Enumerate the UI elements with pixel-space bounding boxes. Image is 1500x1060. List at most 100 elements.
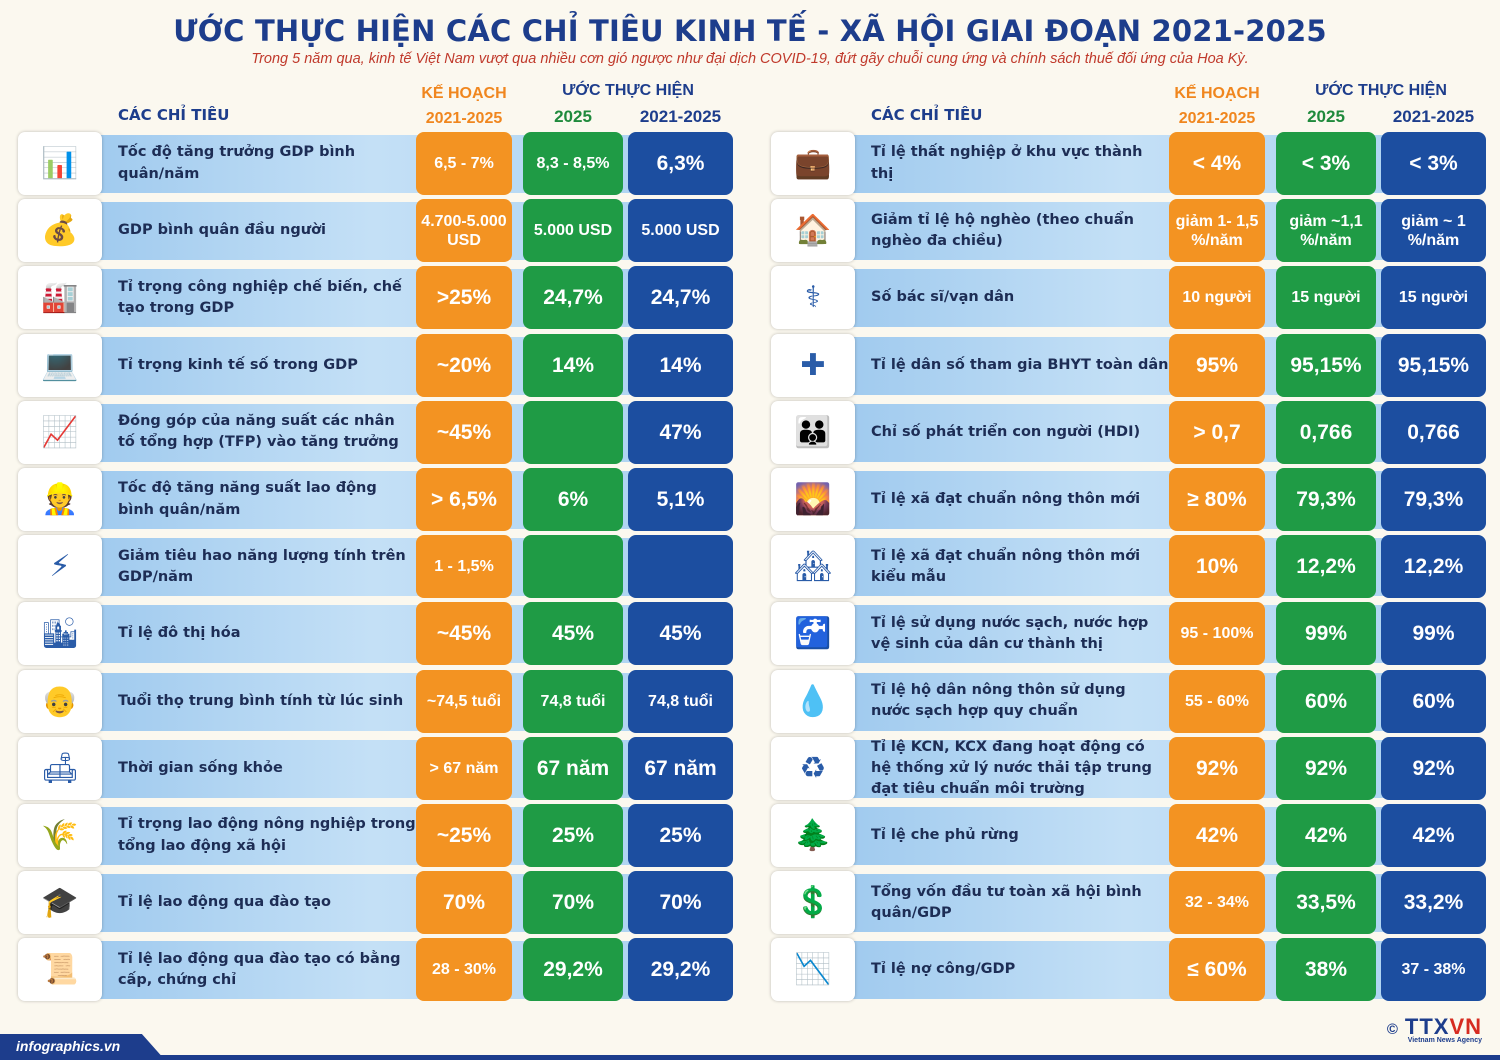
est-period-value: 6,3% [628, 132, 733, 195]
indicator-name: Tỉ lệ thất nghiệp ở khu vực thành thị [871, 144, 1143, 182]
plan-header: KẾ HOẠCH 2021-2025 [416, 82, 512, 132]
est-period-value: 60% [1381, 669, 1486, 733]
plan-value: 32 - 34% [1169, 871, 1265, 935]
est-2025-value: 92% [1276, 736, 1376, 800]
indicator-name: Tỉ lệ KCN, KCX đang hoạt động có hệ thốn… [871, 738, 1152, 797]
elderly-couple-icon: 👴 [18, 669, 102, 733]
table-row: ⚡ Giảm tiêu hao năng lượng tính trên GDP/… [18, 535, 738, 599]
plan-value: ≤ 60% [1169, 938, 1265, 1002]
table-row: 📜 Tỉ lệ lao động qua đào tạo có bằng cấp,… [18, 938, 738, 1002]
plan-value: ~45% [416, 602, 512, 666]
est-2025-value: < 3% [1276, 132, 1376, 195]
model-village-icon: 🏘 [771, 535, 855, 599]
city-icon: 🏙 [18, 602, 102, 666]
est-period-value: 74,8 tuổi [628, 669, 733, 733]
indicator-name: Tốc độ tăng năng suất lao động bình quân… [118, 480, 377, 518]
plan-value: < 4% [1169, 132, 1265, 195]
indicator-name: Tỉ lệ lao động qua đào tạo [118, 894, 332, 911]
plan-value: 10 người [1169, 266, 1265, 330]
rural-icon: 🌄 [771, 468, 855, 531]
family-sofa-icon: 🛋 [18, 736, 102, 800]
est-2025-value [523, 535, 623, 599]
indicator-name: Giảm tiêu hao năng lượng tính trên GDP/n… [118, 547, 406, 585]
plan-value: ~20% [416, 333, 512, 397]
table-row: ⚕ Số bác sĩ/vạn dân 10 người 15 người 15 ngư… [771, 266, 1491, 330]
plan-value: ~45% [416, 400, 512, 464]
est-2025-value: 5.000 USD [523, 199, 623, 263]
left-table: CÁC CHỈ TIÊU KẾ HOẠCH 2021-2025 ƯỚC THỰC … [18, 78, 738, 1002]
debt-icon: 📉 [771, 938, 855, 1002]
table-row: 🏙 Tỉ lệ đô thị hóa ~45% 45% 45% [18, 602, 738, 666]
est-period-value: 95,15% [1381, 333, 1486, 397]
table-row: ♻ Tỉ lệ KCN, KCX đang hoạt động có hệ thố… [771, 736, 1491, 800]
indicator-name: Tổng vốn đầu tư toàn xã hội bình quân/GD… [871, 883, 1142, 921]
plan-value: >25% [416, 266, 512, 330]
water-bucket-icon: 💧 [771, 669, 855, 733]
left-table-header: CÁC CHỈ TIÊU KẾ HOẠCH 2021-2025 ƯỚC THỰC … [18, 78, 738, 132]
est-period-value: 45% [628, 602, 733, 666]
plan-value: ~74,5 tuổi [416, 669, 512, 733]
est-2025-value: 25% [523, 804, 623, 867]
table-row: 🏠 Giảm tỉ lệ hộ nghèo (theo chuẩn nghèo đ… [771, 199, 1491, 263]
plan-value: 92% [1169, 736, 1265, 800]
est-period-value: 15 người [1381, 266, 1486, 330]
est-period-value: 5.000 USD [628, 199, 733, 263]
est-2025-value: 24,7% [523, 266, 623, 330]
est-2025-value: 14% [523, 333, 623, 397]
indicator-name: Tỉ lệ lao động qua đào tạo có bằng cấp, … [118, 950, 401, 988]
plan-value: giảm 1- 1,5 %/năm [1169, 199, 1265, 263]
indicators-header: CÁC CHỈ TIÊU [871, 106, 983, 124]
plan-header-period: 2021-2025 [425, 109, 503, 127]
indicator-name: Tỉ trọng công nghiệp chế biến, chế tạo t… [118, 278, 402, 316]
indicator-name: Tỉ lệ xã đạt chuẩn nông thôn mới kiểu mẫ… [871, 547, 1141, 585]
table-row: 💼 Tỉ lệ thất nghiệp ở khu vực thành thị < … [771, 132, 1491, 195]
table-row: 🚰 Tỉ lệ sử dụng nước sạch, nước hợp vệ si… [771, 602, 1491, 666]
indicator-name: Tỉ lệ sử dụng nước sạch, nước hợp vệ sin… [871, 614, 1149, 652]
est-2025-value: 6% [523, 468, 623, 531]
est-period-value: 92% [1381, 736, 1486, 800]
table-row: 🌄 Tỉ lệ xã đạt chuẩn nông thôn mới ≥ 80% 79… [771, 468, 1491, 531]
money-growth-icon: 💰 [18, 199, 102, 263]
est-2025-value: 15 người [1276, 266, 1376, 330]
indicator-name: Tỉ trọng kinh tế số trong GDP [118, 356, 358, 373]
est-period-value: 0,766 [1381, 400, 1486, 464]
est-period-value: 33,2% [1381, 871, 1486, 935]
brand-logo: © TTXVN Vietnam News Agency [1387, 1014, 1482, 1044]
est-period-value: < 3% [1381, 132, 1486, 195]
table-row: 💲 Tổng vốn đầu tư toàn xã hội bình quân/G… [771, 871, 1491, 935]
copyright-icon: © [1386, 1021, 1399, 1038]
est-period-value: 42% [1381, 804, 1486, 867]
indicator-name: Tỉ lệ hộ dân nông thôn sử dụng nước sạch… [871, 682, 1126, 720]
plan-header-period: 2021-2025 [1178, 109, 1256, 127]
plan-value: ≥ 80% [1169, 468, 1265, 531]
unemployed-icon: 💼 [771, 132, 855, 195]
est-period-value: 5,1% [628, 468, 733, 531]
plan-value: ~25% [416, 804, 512, 867]
est-period-value: 12,2% [1381, 535, 1486, 599]
table-row: 🌾 Tỉ trọng lao động nông nghiệp trong tổn… [18, 804, 738, 867]
est-period-value: 79,3% [1381, 468, 1486, 531]
plan-header: KẾ HOẠCH 2021-2025 [1169, 82, 1265, 132]
brand-a: TTX [1404, 1014, 1450, 1039]
agency-name: Vietnam News Agency [1407, 1037, 1482, 1044]
farmer-icon: 🌾 [18, 804, 102, 867]
indicator-name: Tỉ lệ dân số tham gia BHYT toàn dân [871, 356, 1169, 373]
est-period-header: 2021-2025 [639, 107, 722, 126]
plan-value: > 6,5% [416, 468, 512, 531]
est-period-value: 29,2% [628, 938, 733, 1002]
plan-header-label: KẾ HOẠCH [421, 85, 507, 102]
plan-value: 10% [1169, 535, 1265, 599]
est-period-value: 47% [628, 400, 733, 464]
est-period-value: 24,7% [628, 266, 733, 330]
indicator-name: Chỉ số phát triển con người (HDI) [871, 423, 1141, 440]
right-table-header: CÁC CHỈ TIÊU KẾ HOẠCH 2021-2025 ƯỚC THỰC … [771, 78, 1491, 132]
plan-value: 28 - 30% [416, 938, 512, 1002]
est-2025-value: 38% [1276, 938, 1376, 1002]
plan-value: > 0,7 [1169, 400, 1265, 464]
training-icon: 🎓 [18, 871, 102, 935]
indicator-name: Tỉ lệ nợ công/GDP [871, 961, 1016, 978]
indicator-name: Tỉ lệ xã đạt chuẩn nông thôn mới [871, 490, 1141, 507]
workers-icon: 👷 [18, 468, 102, 531]
est-period-header: 2021-2025 [1392, 107, 1475, 126]
table-row: 👷 Tốc độ tăng năng suất lao động bình quâ… [18, 468, 738, 531]
